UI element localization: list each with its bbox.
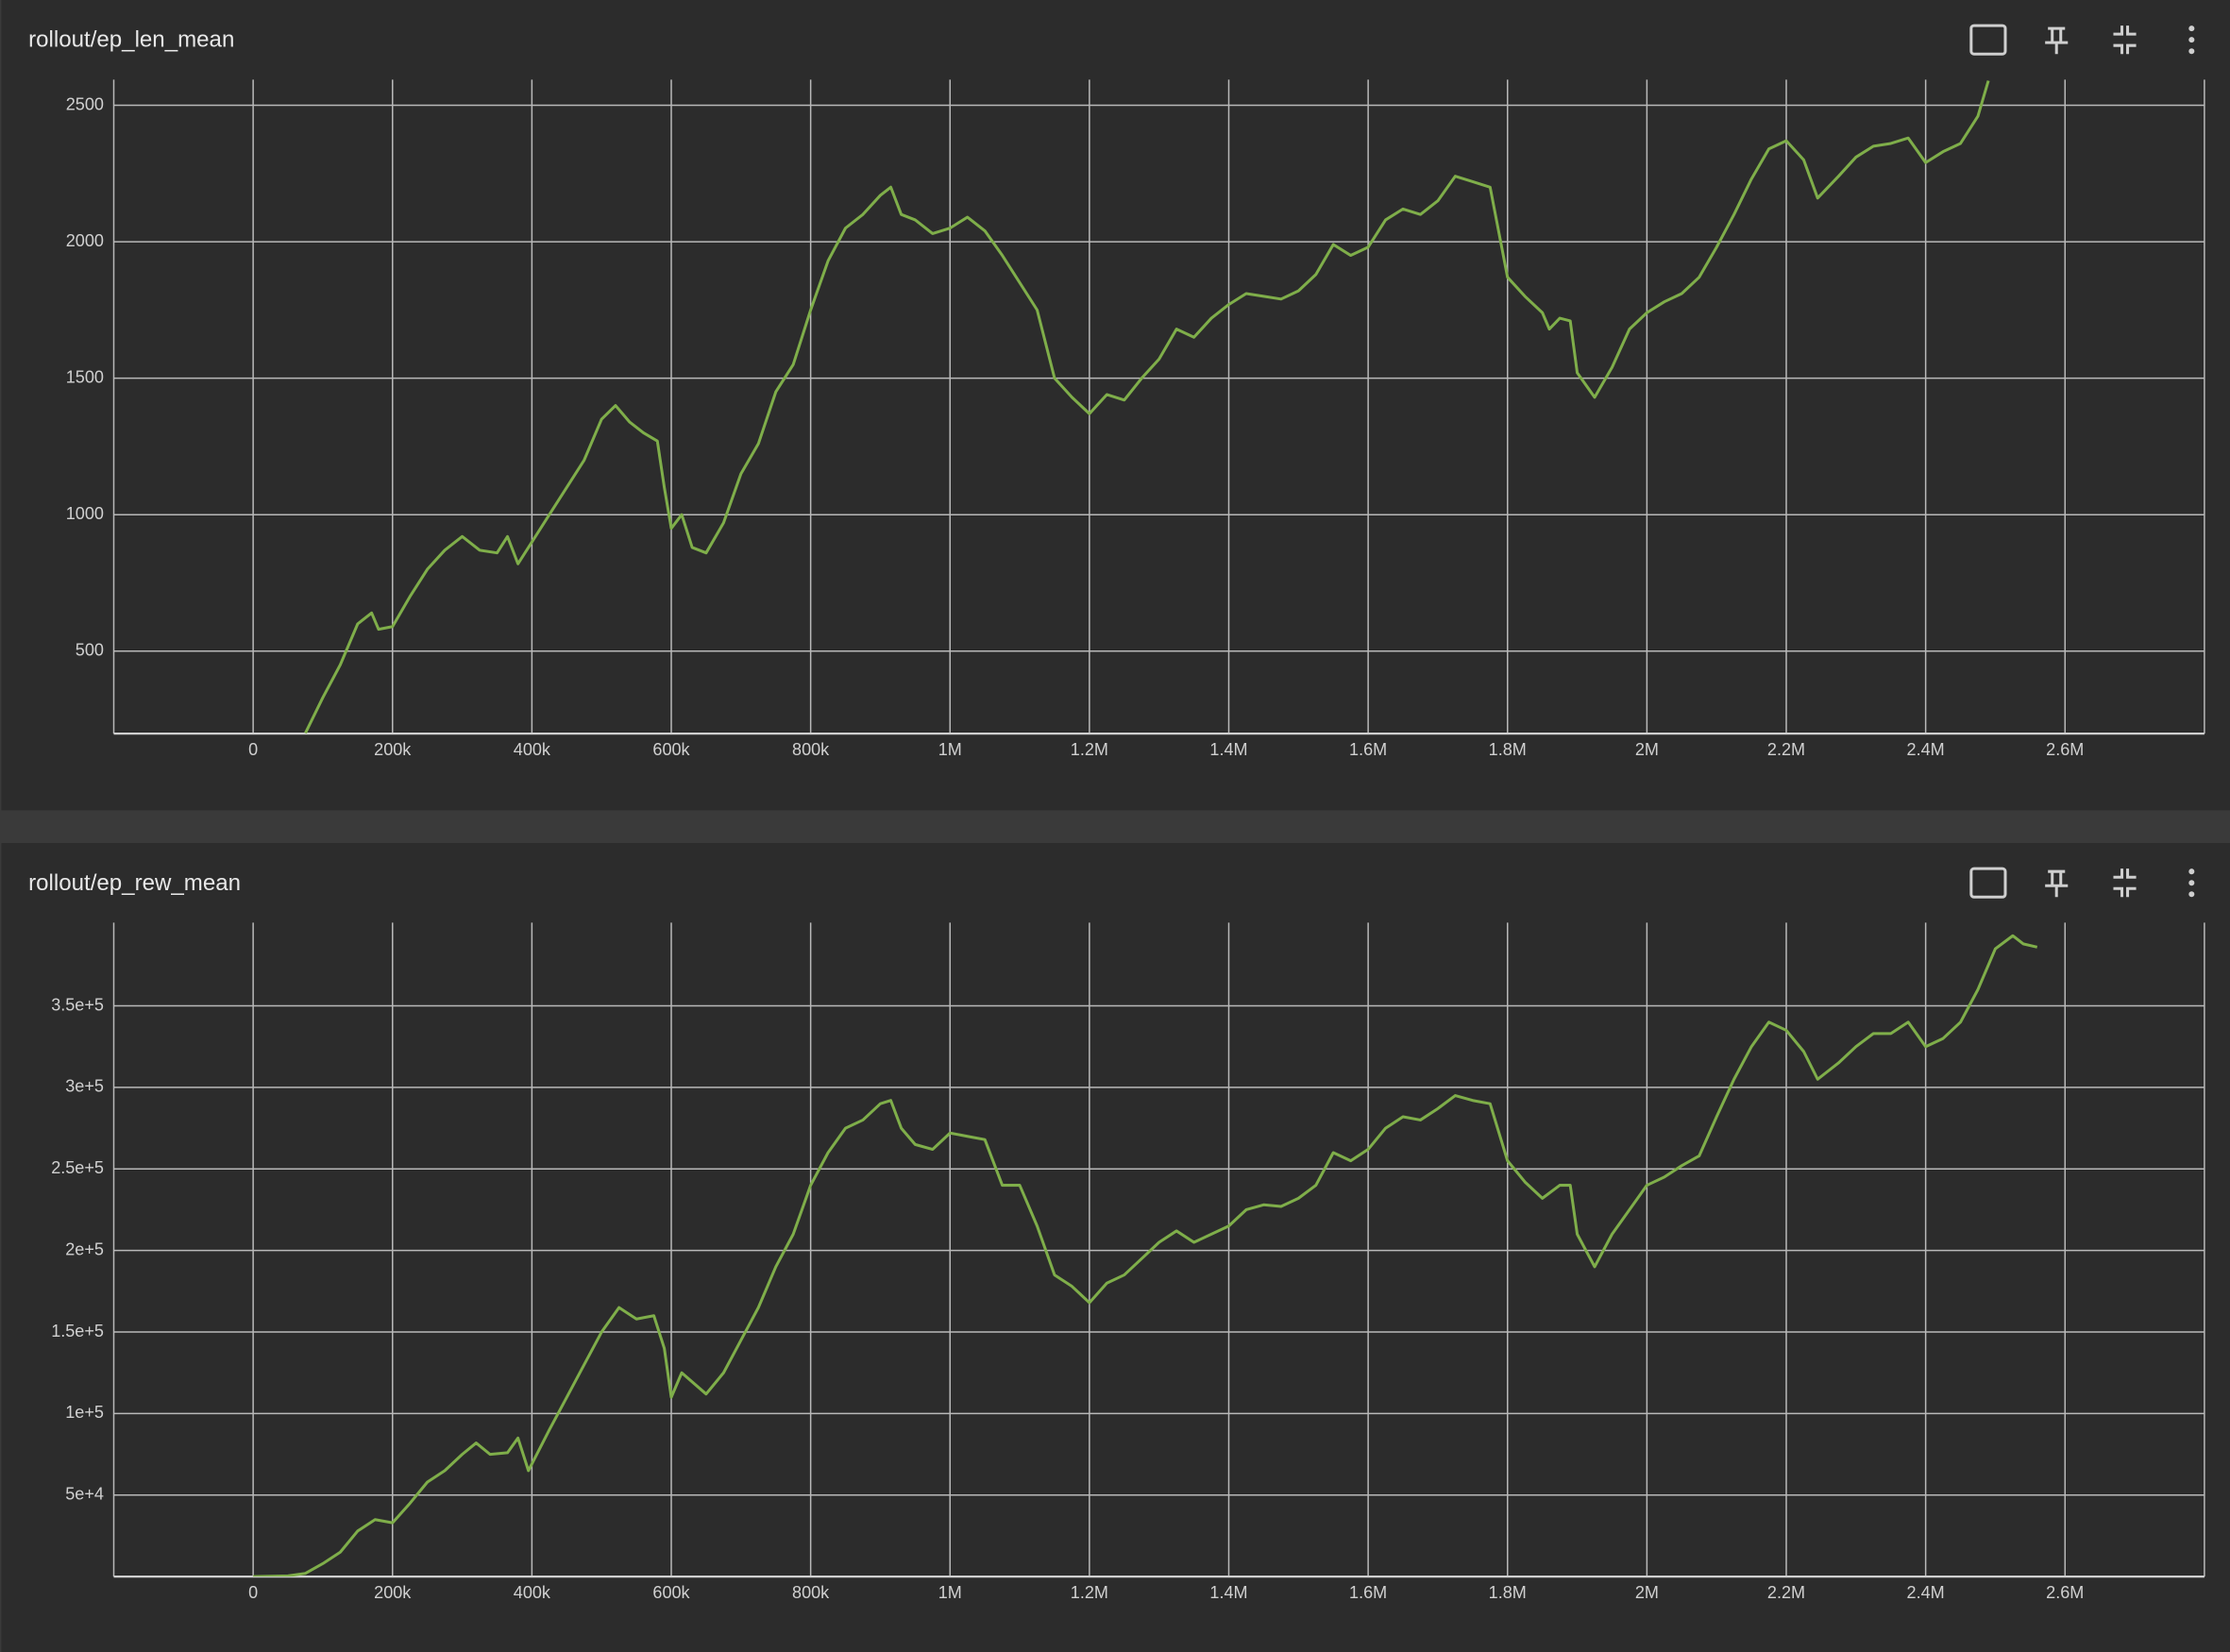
data-line (253, 934, 2038, 1577)
x-tick-label: 1.8M (1489, 740, 1527, 759)
y-tick-label: 2000 (66, 231, 104, 250)
x-tick-label: 2.4M (1907, 740, 1945, 759)
pin-button[interactable] (2045, 26, 2069, 55)
x-tick-label: 1M (938, 1583, 962, 1602)
y-tick-label: 1500 (66, 367, 104, 386)
x-tick-label: 1.4M (1209, 740, 1247, 759)
x-tick-label: 200k (374, 1583, 412, 1602)
more-button[interactable] (2188, 868, 2195, 898)
x-tick-label: 0 (248, 1583, 258, 1602)
x-tick-label: 800k (792, 740, 830, 759)
x-tick-label: 2M (1635, 740, 1659, 759)
chart: rollout/ep_rew_mean 0 200k 400k 600k 800k 1M 1.… (28, 870, 2205, 1602)
data-line (304, 80, 1990, 734)
y-tick-label: 5e+4 (65, 1485, 104, 1504)
y-tick-label: 500 (76, 641, 104, 660)
x-tick-label: 800k (792, 1583, 830, 1602)
x-tick-label: 400k (514, 740, 551, 759)
x-tick-label: 600k (652, 740, 690, 759)
fit-domain-button[interactable] (1969, 24, 2007, 56)
chart-title: rollout/ep_len_mean (28, 27, 234, 53)
x-tick-label: 1.2M (1071, 1583, 1108, 1602)
y-tick-label: 1000 (66, 504, 104, 523)
y-tick-label: 1e+5 (65, 1403, 104, 1422)
chart-title: rollout/ep_rew_mean (28, 870, 241, 896)
panel-toolbar (1969, 24, 2195, 56)
x-tick-label: 2.2M (1767, 1583, 1805, 1602)
y-tick-label: 2500 (66, 94, 104, 113)
x-tick-label: 2M (1635, 1583, 1659, 1602)
fit-domain-button[interactable] (1969, 867, 2007, 899)
pin-button[interactable] (2045, 869, 2069, 898)
x-tick-label: 1.6M (1349, 1583, 1387, 1602)
x-tick-label: 2.2M (1767, 740, 1805, 759)
panel (1, 0, 2230, 811)
panel-toolbar (1969, 867, 2195, 899)
x-tick-label: 1.8M (1489, 1583, 1527, 1602)
x-tick-label: 200k (374, 740, 412, 759)
x-tick-label: 600k (652, 1583, 690, 1602)
x-tick-label: 1.6M (1349, 740, 1387, 759)
x-tick-label: 1.4M (1209, 1583, 1247, 1602)
y-tick-label: 3e+5 (65, 1077, 104, 1096)
more-button[interactable] (2188, 25, 2195, 55)
x-tick-label: 400k (514, 1583, 551, 1602)
x-tick-label: 2.4M (1907, 1583, 1945, 1602)
y-tick-label: 2.5e+5 (51, 1158, 104, 1177)
y-tick-label: 3.5e+5 (51, 995, 104, 1014)
collapse-button[interactable] (2113, 868, 2137, 898)
chart: rollout/ep_len_mean 0 200k 400k 600k 800k 1M 1.… (28, 27, 2205, 759)
y-tick-label: 2e+5 (65, 1239, 104, 1258)
x-tick-label: 0 (248, 740, 258, 759)
y-tick-label: 1.5e+5 (51, 1322, 104, 1340)
x-tick-label: 2.6M (2046, 740, 2084, 759)
panel (1, 843, 2230, 1652)
x-tick-label: 1M (938, 740, 962, 759)
x-tick-label: 2.6M (2046, 1583, 2084, 1602)
collapse-button[interactable] (2113, 25, 2137, 55)
x-tick-label: 1.2M (1071, 740, 1108, 759)
